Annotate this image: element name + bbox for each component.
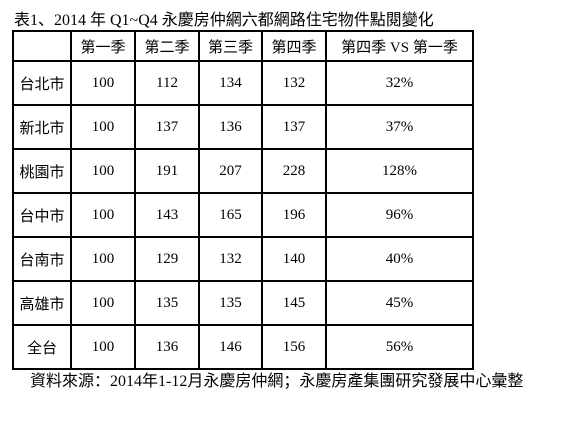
data-cell: 40% [325,236,474,282]
data-cell: 136 [198,104,263,150]
data-cell: 140 [261,236,327,282]
table-row: 第一季 第二季 第三季 第四季 第四季 VS 第一季 [12,30,474,62]
data-cell: 135 [198,280,263,326]
data-cell: 100 [70,104,136,150]
data-cell: 196 [261,192,327,238]
header-cell: 第二季 [134,30,200,62]
data-cell: 137 [134,104,200,150]
table-row: 新北市 100 137 136 137 37% [12,104,474,150]
data-cell: 132 [198,236,263,282]
corner-cell [12,30,72,62]
table-row: 台南市 100 129 132 140 40% [12,236,474,282]
data-cell: 100 [70,324,136,370]
data-cell: 132 [261,60,327,106]
row-label: 高雄市 [12,280,72,326]
data-cell: 136 [134,324,200,370]
data-cell: 145 [261,280,327,326]
header-cell: 第四季 [261,30,327,62]
header-cell: 第三季 [198,30,263,62]
data-cell: 137 [261,104,327,150]
data-cell: 165 [198,192,263,238]
header-cell: 第四季 VS 第一季 [325,30,474,62]
table-row: 台北市 100 112 134 132 32% [12,60,474,106]
data-cell: 143 [134,192,200,238]
data-cell: 228 [261,148,327,194]
data-cell: 100 [70,192,136,238]
row-label: 全台 [12,324,72,370]
data-cell: 207 [198,148,263,194]
data-cell: 146 [198,324,263,370]
header-cell: 第一季 [70,30,136,62]
source-note: 資料來源：2014年1-12月永慶房仲網；永慶房產集團研究發展中心彙整 [30,373,524,390]
data-cell: 128% [325,148,474,194]
table-title: 表1、2014 年 Q1~Q4 永慶房仲網六都網路住宅物件點閱變化 [14,12,434,29]
data-cell: 32% [325,60,474,106]
data-cell: 45% [325,280,474,326]
data-cell: 135 [134,280,200,326]
data-cell: 37% [325,104,474,150]
data-cell: 100 [70,60,136,106]
row-label: 桃園市 [12,148,72,194]
table-row: 桃園市 100 191 207 228 128% [12,148,474,194]
data-cell: 100 [70,280,136,326]
table-row: 全台 100 136 146 156 56% [12,324,474,370]
row-label: 台北市 [12,60,72,106]
data-cell: 100 [70,148,136,194]
data-cell: 129 [134,236,200,282]
table-row: 高雄市 100 135 135 145 45% [12,280,474,326]
row-label: 新北市 [12,104,72,150]
data-cell: 56% [325,324,474,370]
row-label: 台中市 [12,192,72,238]
data-cell: 156 [261,324,327,370]
data-cell: 100 [70,236,136,282]
data-cell: 96% [325,192,474,238]
row-label: 台南市 [12,236,72,282]
data-cell: 112 [134,60,200,106]
data-table: 第一季 第二季 第三季 第四季 第四季 VS 第一季 台北市 100 112 134 132 32%… [12,30,474,370]
data-cell: 191 [134,148,200,194]
table-row: 台中市 100 143 165 196 96% [12,192,474,238]
data-cell: 134 [198,60,263,106]
